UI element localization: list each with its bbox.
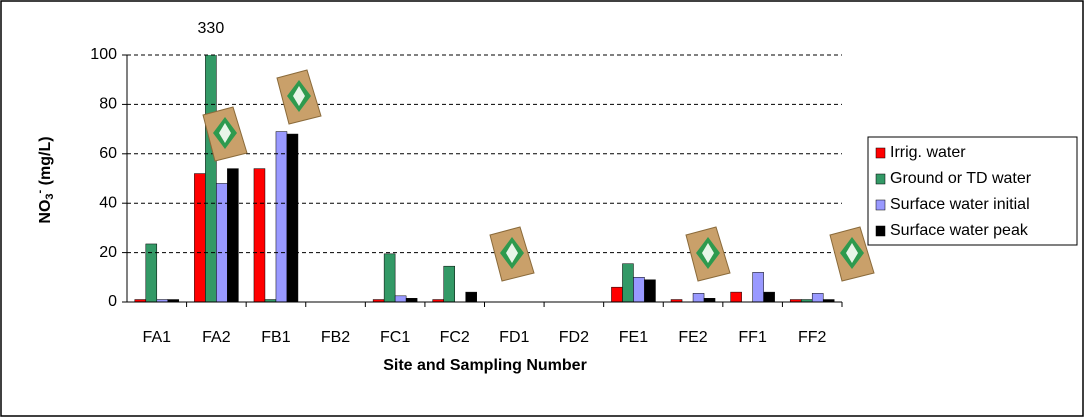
bar — [622, 264, 633, 302]
y-tick-label: 20 — [99, 244, 117, 261]
legend-label: Ground or TD water — [890, 170, 1032, 187]
bar — [194, 174, 205, 302]
bar — [406, 298, 417, 302]
bar — [444, 266, 455, 302]
y-tick-label: 40 — [99, 194, 117, 211]
bar — [276, 132, 287, 302]
legend-label: Irrig. water — [890, 144, 966, 161]
y-tick-label: 80 — [99, 96, 117, 113]
x-tick-label: FF1 — [738, 329, 767, 346]
bar — [216, 183, 227, 302]
bar — [731, 292, 742, 302]
x-tick-label: FB2 — [321, 329, 350, 346]
bar — [254, 169, 265, 302]
bar — [466, 292, 477, 302]
bar — [693, 293, 704, 302]
legend-swatch — [876, 148, 885, 158]
bar — [227, 169, 238, 302]
x-tick-label: FC1 — [380, 329, 410, 346]
legend-swatch — [876, 200, 885, 210]
x-tick-label: FD1 — [499, 329, 529, 346]
bar — [764, 292, 775, 302]
x-tick-label: FB1 — [261, 329, 290, 346]
legend-swatch — [876, 174, 885, 184]
x-tick-label: FE2 — [678, 329, 707, 346]
y-title-base: NO — [37, 200, 54, 224]
bar — [395, 296, 406, 302]
bar — [384, 254, 395, 302]
bar — [753, 272, 764, 302]
x-tick-label: FD2 — [559, 329, 589, 346]
chart: NO3- (mg/L) Site and Sampling Number 0 20… — [0, 0, 1084, 417]
bar — [644, 280, 655, 302]
legend-swatch — [876, 226, 885, 236]
y-title-unit: (mg/L) — [37, 136, 54, 189]
value-label: 330 — [198, 20, 225, 37]
legend-label: Surface water initial — [890, 196, 1030, 213]
bar — [633, 277, 644, 302]
bar — [812, 293, 823, 302]
x-tick-label: FF2 — [798, 329, 827, 346]
x-tick-label: FA2 — [202, 329, 231, 346]
y-tick-label: 0 — [108, 293, 117, 310]
x-tick-label: FE1 — [619, 329, 648, 346]
x-tick-label: FA1 — [143, 329, 172, 346]
bar — [287, 134, 298, 302]
bar — [704, 298, 715, 302]
y-tick-label: 100 — [90, 46, 117, 63]
y-tick-label: 60 — [99, 145, 117, 162]
x-tick-label: FC2 — [440, 329, 470, 346]
y-axis-title: NO3- (mg/L) — [34, 136, 56, 223]
x-axis-title: Site and Sampling Number — [383, 357, 587, 374]
bar — [611, 287, 622, 302]
legend-label: Surface water peak — [890, 222, 1029, 239]
